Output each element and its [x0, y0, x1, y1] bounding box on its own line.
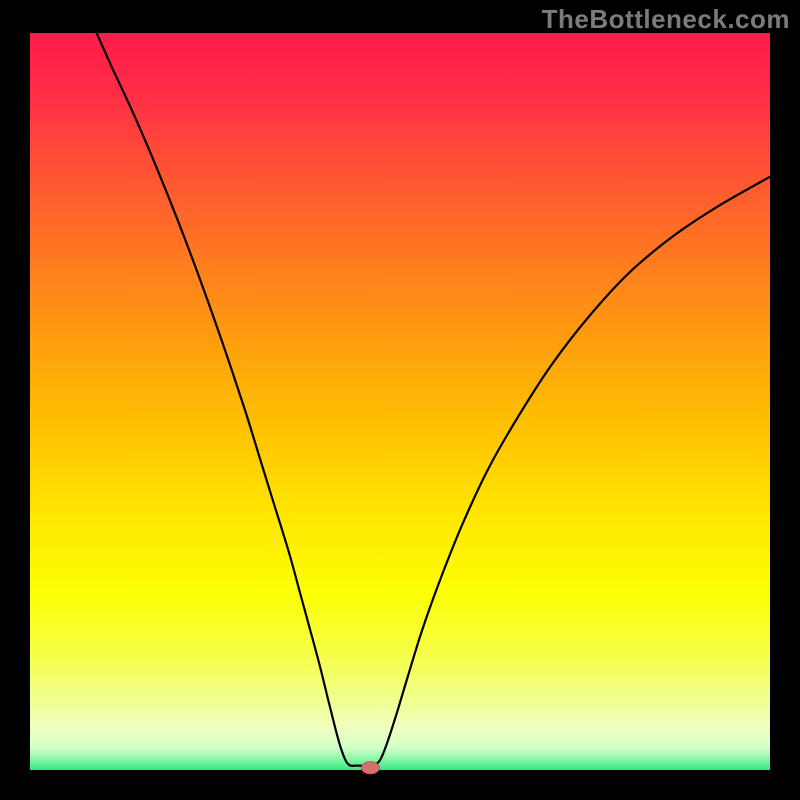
frame-left: [0, 0, 30, 800]
bottleneck-curve-chart: [0, 0, 800, 800]
gradient-background: [30, 33, 770, 770]
watermark-text: TheBottleneck.com: [542, 4, 790, 35]
selected-marker: [361, 762, 379, 774]
frame-bottom: [0, 770, 800, 800]
chart-container: { "watermark": { "text": "TheBottleneck.…: [0, 0, 800, 800]
frame-right: [770, 0, 800, 800]
